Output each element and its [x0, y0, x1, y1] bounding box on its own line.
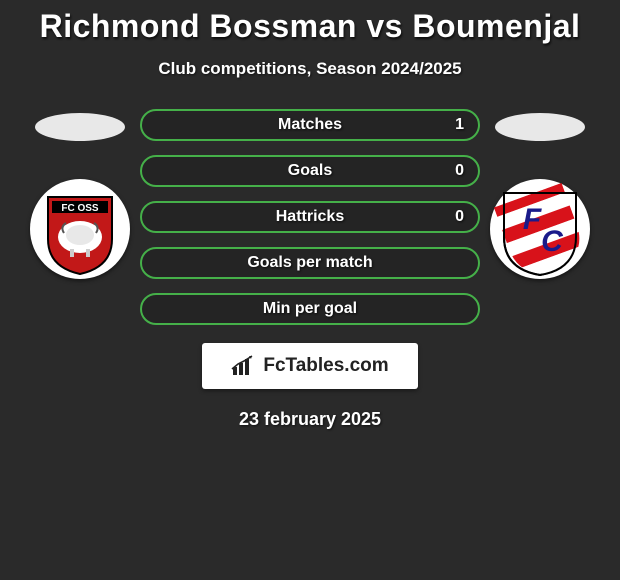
stat-label: Goals per match: [247, 254, 372, 272]
subtitle: Club competitions, Season 2024/2025: [0, 59, 620, 79]
right-side: F C: [480, 109, 600, 279]
svg-text:FC OSS: FC OSS: [61, 203, 99, 214]
stat-label: Min per goal: [263, 300, 357, 318]
fc-utrecht-badge-icon: F C: [490, 179, 590, 279]
stat-value-right: 0: [455, 208, 464, 226]
left-player-placeholder: [35, 113, 125, 141]
fc-oss-badge-icon: FC OSS: [30, 179, 130, 279]
svg-text:F: F: [523, 203, 542, 236]
comparison-panel: FC OSS Matches 1 Goals 0 Hattricks 0 Goa…: [0, 109, 620, 325]
right-player-placeholder: [495, 113, 585, 141]
stat-label: Goals: [288, 162, 332, 180]
left-club-badge: FC OSS: [30, 179, 130, 279]
stats-list: Matches 1 Goals 0 Hattricks 0 Goals per …: [140, 109, 480, 325]
stat-row-hattricks: Hattricks 0: [140, 201, 480, 233]
brand-text: FcTables.com: [263, 355, 388, 377]
stat-value-right: 1: [455, 116, 464, 134]
page-title: Richmond Bossman vs Boumenjal: [0, 0, 620, 45]
date-label: 23 february 2025: [0, 409, 620, 430]
svg-text:C: C: [541, 225, 564, 258]
stat-row-goals-per-match: Goals per match: [140, 247, 480, 279]
stat-row-goals: Goals 0: [140, 155, 480, 187]
brand-box: FcTables.com: [202, 343, 418, 389]
right-club-badge: F C: [490, 179, 590, 279]
stat-label: Matches: [278, 116, 342, 134]
stat-row-matches: Matches 1: [140, 109, 480, 141]
bar-chart-icon: [231, 355, 257, 377]
stat-label: Hattricks: [276, 208, 344, 226]
stat-value-right: 0: [455, 162, 464, 180]
stat-row-min-per-goal: Min per goal: [140, 293, 480, 325]
left-side: FC OSS: [20, 109, 140, 279]
